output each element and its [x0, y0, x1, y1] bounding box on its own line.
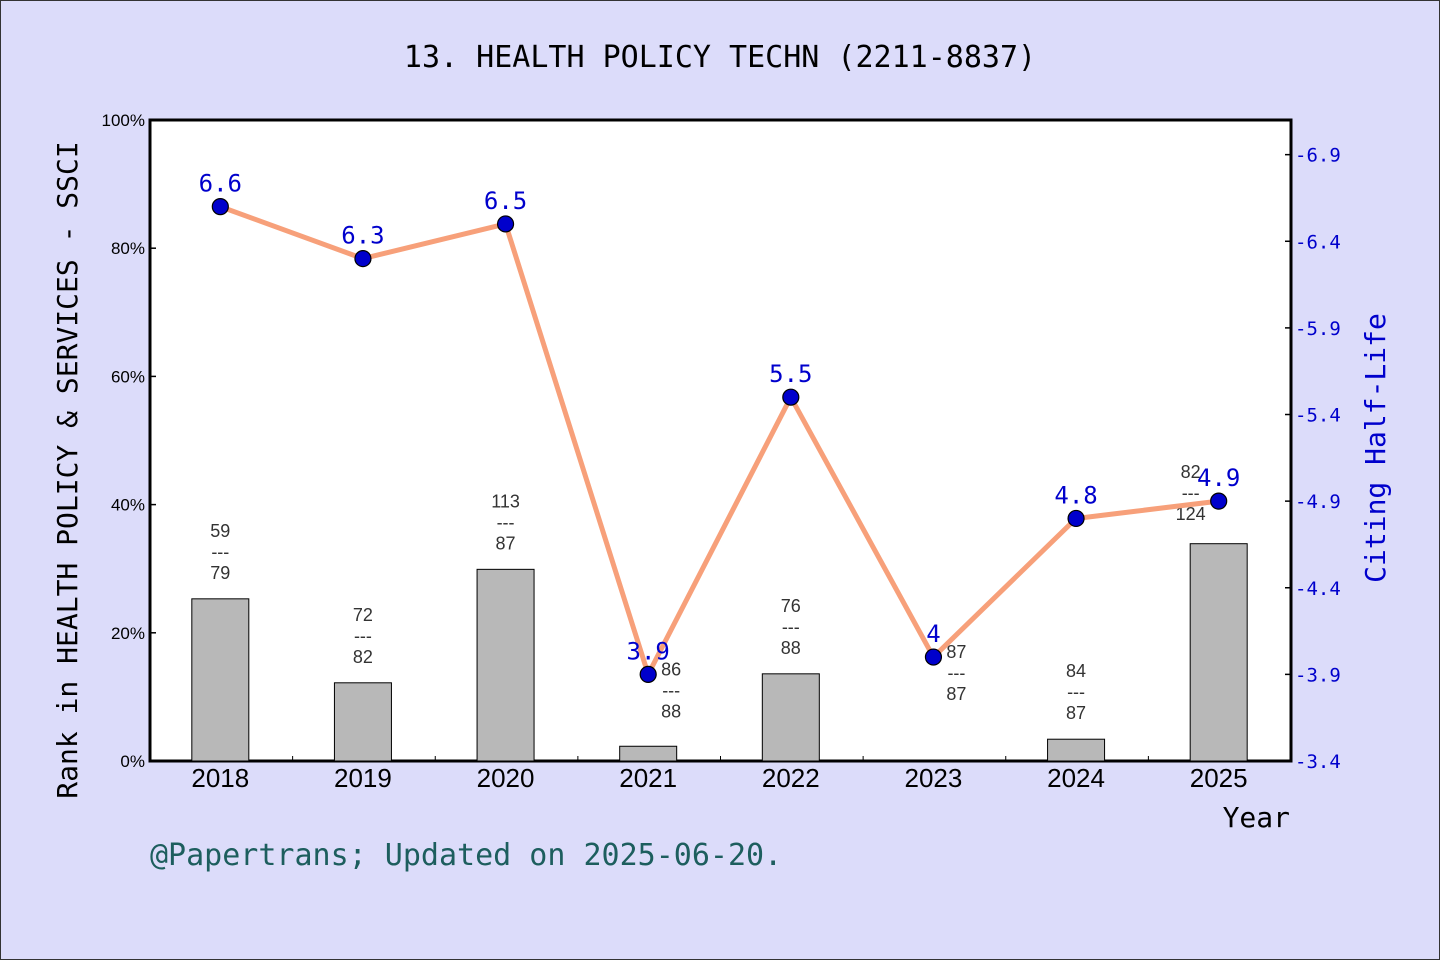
- rank-separator-2019: ---: [354, 626, 372, 646]
- half-life-line: [219, 204, 1219, 677]
- rank-label-2019: 72: [353, 605, 373, 625]
- bar-2025: [1189, 543, 1248, 762]
- x-tick-label-2022: 2022: [762, 763, 820, 793]
- half-life-label-2025: 4.9: [1197, 464, 1240, 492]
- half-life-label-2022: 5.5: [769, 360, 812, 388]
- half-life-point-2023: [924, 648, 943, 666]
- x-tick-label-2023: 2023: [905, 763, 963, 793]
- rank-label-2018: 59: [210, 521, 230, 541]
- bars-group: [191, 543, 1248, 762]
- x-axis-label: Year: [1223, 801, 1290, 834]
- rank-total-2018: 79: [210, 563, 230, 583]
- left-tick-label-60%: 60%: [111, 367, 145, 386]
- left-tick-label-20%: 20%: [111, 624, 145, 643]
- bar-2019: [333, 682, 392, 762]
- half-life-point-2020: [496, 215, 515, 233]
- rank-label-2021: 86: [661, 659, 681, 679]
- x-tick-label-2019: 2019: [334, 763, 392, 793]
- line-value-labels-group: 6.6 6.3 6.5 3.9 5.5 4 4.8 4.9: [199, 170, 1241, 666]
- rank-label-2020: 113: [491, 491, 520, 511]
- rank-total-2022: 88: [781, 638, 801, 658]
- half-life-point-2024: [1067, 509, 1085, 528]
- y-axis-right-label: Citing Half-Life: [1359, 313, 1392, 583]
- x-tick-label-2025: 2025: [1190, 763, 1248, 793]
- rank-separator-2025: ---: [1182, 483, 1200, 503]
- half-life-label-2021: 3.9: [627, 637, 670, 665]
- rank-separator-2022: ---: [782, 617, 800, 637]
- rank-separator-2023: ---: [947, 663, 965, 683]
- rank-label-2024: 84: [1066, 661, 1086, 681]
- rank-label-2025: 82: [1181, 462, 1201, 482]
- rank-label-2022: 76: [781, 596, 801, 616]
- half-life-label-2019: 6.3: [341, 222, 384, 250]
- x-tick-label-2024: 2024: [1047, 763, 1105, 793]
- half-life-point-2019: [354, 249, 372, 268]
- right-tick-label-6.9: -6.9: [1295, 145, 1341, 167]
- half-life-point-2021: [639, 665, 657, 683]
- half-life-label-2024: 4.8: [1054, 481, 1097, 509]
- right-tick-label-4.9: -4.9: [1295, 491, 1341, 513]
- rank-total-2019: 82: [353, 647, 373, 667]
- right-tick-label-6.4: -6.4: [1295, 231, 1341, 253]
- x-tick-label-2018: 2018: [191, 763, 249, 793]
- plot-area: [148, 118, 1293, 763]
- footer-credit: @Papertrans; Updated on 2025-06-20.: [150, 838, 782, 873]
- left-tick-label-0%: 0%: [120, 752, 145, 771]
- half-life-point-2025: [1210, 492, 1228, 510]
- rank-total-2023: 87: [946, 684, 966, 704]
- rank-total-2021: 88: [661, 701, 681, 721]
- y-axis-left-label: Rank in HEALTH POLICY & SERVICES - SSCI: [51, 141, 84, 798]
- bar-2024: [1047, 738, 1106, 762]
- right-tick-label-3.9: -3.9: [1295, 664, 1341, 686]
- rank-separator-2021: ---: [662, 680, 680, 700]
- rank-total-2020: 87: [496, 533, 516, 553]
- rank-separator-2024: ---: [1067, 682, 1085, 702]
- right-tick-label-5.4: -5.4: [1295, 405, 1341, 427]
- rank-separator-2020: ---: [497, 512, 515, 532]
- right-tick-label-5.9: -5.9: [1295, 318, 1341, 340]
- rank-separator-2018: ---: [211, 542, 229, 562]
- half-life-label-2020: 6.5: [484, 187, 527, 215]
- half-life-point-2022: [782, 388, 800, 406]
- chart-title: 13. HEALTH POLICY TECHN (2211-8837): [404, 40, 1036, 75]
- x-tick-label-2020: 2020: [477, 763, 535, 793]
- left-tick-label-100%: 100%: [102, 111, 145, 130]
- half-life-point-2018: [211, 198, 229, 216]
- right-axis-ticks: -3.4 -3.9 -4.4 -4.9 -5.4 -5.9 -6.4 -6.9: [1285, 145, 1341, 773]
- bar-2018: [191, 598, 250, 762]
- left-tick-label-80%: 80%: [111, 239, 145, 258]
- right-tick-label-4.4: -4.4: [1295, 578, 1341, 600]
- x-axis-ticks: 2018 2019 2020 2021 2022 2023 2024 2025: [191, 756, 1248, 793]
- rank-total-2024: 87: [1066, 703, 1086, 723]
- x-tick-label-2021: 2021: [619, 763, 677, 793]
- right-tick-label-3.4: -3.4: [1295, 751, 1341, 773]
- rank-label-2023: 87: [946, 642, 966, 662]
- bar-2021: [619, 745, 678, 762]
- bar-2022: [761, 673, 820, 762]
- left-axis-ticks: 0% 20% 40% 60% 80% 100%: [102, 111, 156, 771]
- half-life-label-2018: 6.6: [199, 170, 242, 198]
- left-tick-label-40%: 40%: [111, 496, 145, 515]
- line-series-group: [211, 198, 1228, 683]
- half-life-label-2023: 4: [926, 620, 940, 648]
- bar-2020: [476, 568, 535, 762]
- rank-total-2025: 124: [1176, 504, 1206, 524]
